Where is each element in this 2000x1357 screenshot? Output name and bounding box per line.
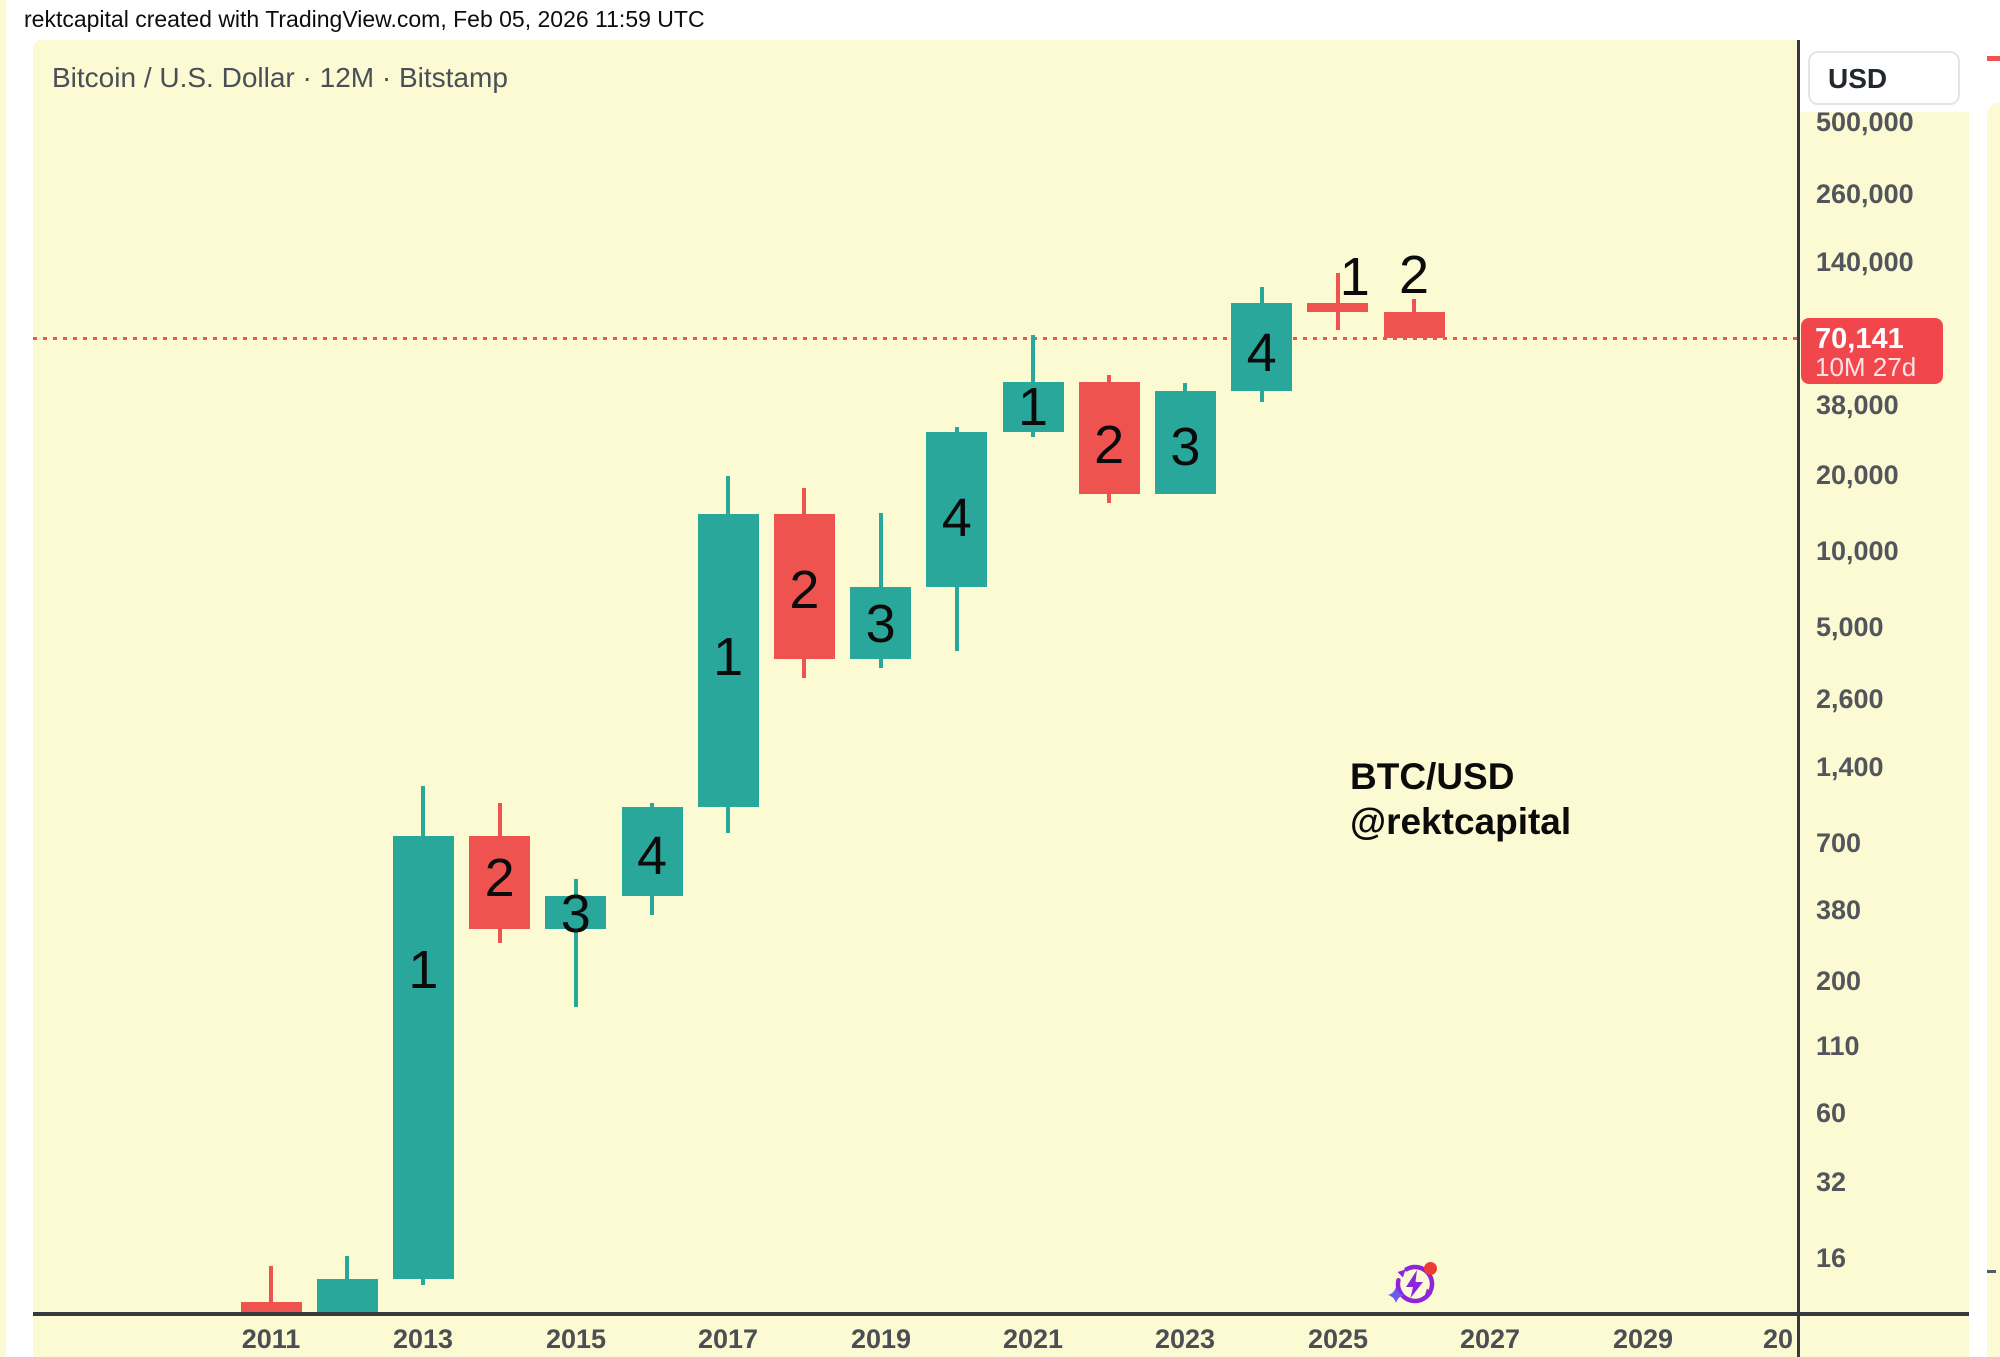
- cycle-year-label-2021: 1: [1017, 377, 1049, 437]
- candle-body-2022: [1078, 382, 1140, 494]
- bar-countdown: 10M 27d: [1815, 352, 1917, 382]
- red-dot: [1424, 1262, 1437, 1275]
- lightning-bolt-icon: [1406, 1270, 1423, 1298]
- candle-body-2019: [850, 587, 912, 660]
- right-sliver-red-line: [1987, 56, 2000, 61]
- currency-toggle-button[interactable]: USD: [1808, 51, 1960, 105]
- candle-body-2014: [469, 836, 531, 930]
- time-tick-2011: 2011: [241, 1324, 301, 1354]
- right-edge-panel-sliver: [1987, 103, 2000, 1357]
- cycle-year-label-2025: 1: [1339, 247, 1370, 307]
- candle-body-2023: [1154, 391, 1216, 494]
- cycle-year-label-2020: 4: [941, 488, 972, 548]
- time-tick-2029: 2029: [1612, 1324, 1674, 1354]
- candle-body-2011: [240, 1302, 302, 1312]
- last-price-badge: 70,141 10M 27d: [1801, 318, 1943, 384]
- watermark: BTC/USD @rektcapital: [1350, 754, 1571, 844]
- price-tick-380: 380: [1816, 895, 1862, 925]
- price-tick-38000: 38,000: [1816, 390, 1899, 420]
- header-bar: rektcapital created with TradingView.com…: [6, 0, 1969, 40]
- last-price-value: 70,141: [1815, 323, 1904, 355]
- cycle-year-label-2022: 2: [1094, 415, 1125, 475]
- candle-body-2025: [1307, 303, 1369, 313]
- right-sliver-dash: [1987, 1270, 1996, 1273]
- time-axis-line-right: [1800, 1312, 1969, 1316]
- cycle-year-label-2019: 3: [865, 594, 896, 654]
- candle-wick-2025: [1335, 273, 1340, 331]
- price-tick-32: 32: [1816, 1167, 1847, 1197]
- candle-body-2024: [1231, 303, 1293, 392]
- price-tick-110: 110: [1816, 1031, 1860, 1061]
- sparkle-icon: [1388, 1287, 1404, 1303]
- time-axis[interactable]: 2011 2013 2015 2017 2019 2021 2023 2025 2027 2029…: [33, 1312, 1797, 1357]
- cycle-year-label-2018: 2: [789, 560, 820, 620]
- attribution-text: rektcapital created with TradingView.com…: [24, 6, 705, 32]
- price-tick-260000: 260,000: [1816, 179, 1914, 209]
- rektcapital-logo-icon: [1388, 1262, 1437, 1304]
- price-tick-16: 16: [1816, 1243, 1847, 1273]
- price-axis[interactable]: USD 70,141 10M 27d 500,000 260,000 140,000…: [1797, 40, 1972, 1357]
- price-tick-500000: 500,000: [1816, 107, 1914, 137]
- price-tick-700: 700: [1816, 828, 1862, 858]
- cycle-year-label-2017: 1: [713, 627, 744, 687]
- cycle-year-label-2015: 3: [560, 884, 591, 944]
- time-tick-2021: 2021: [1002, 1324, 1064, 1354]
- time-tick-2023: 2023: [1154, 1324, 1216, 1354]
- price-tick-5000: 5,000: [1816, 612, 1884, 642]
- time-tick-2015: 2015: [545, 1324, 607, 1354]
- time-tick-2017: 2017: [697, 1324, 759, 1354]
- time-tick-20: 20: [1762, 1324, 1794, 1354]
- candle-wick-2011: [269, 1265, 273, 1312]
- candle-body-2026: [1383, 312, 1445, 338]
- watermark-handle: @rektcapital: [1350, 801, 1572, 842]
- cycle-year-label-2014: 2: [484, 848, 515, 908]
- last-price-dotted-line: [33, 337, 1797, 340]
- cycle-year-label-2024: 4: [1246, 323, 1277, 383]
- time-tick-2019: 2019: [850, 1324, 912, 1354]
- cycle-year-label-2013: 1: [408, 940, 439, 1000]
- time-tick-2013: 2013: [392, 1324, 454, 1354]
- cycle-year-label-2023: 3: [1170, 417, 1201, 477]
- price-tick-2600: 2,600: [1816, 684, 1884, 714]
- candle-wick-2015: [573, 878, 578, 1008]
- candle-body-2017: [697, 513, 759, 807]
- price-tick-10000: 10,000: [1816, 536, 1899, 566]
- price-tick-140000: 140,000: [1816, 247, 1914, 277]
- candle-body-2012: [316, 1279, 378, 1312]
- cycle-year-label-2016: 4: [636, 826, 668, 886]
- candle-body-2018: [773, 513, 835, 660]
- candle-body-2013: [392, 836, 454, 1280]
- price-tick-20000: 20,000: [1816, 460, 1899, 490]
- watermark-symbol: BTC/USD: [1350, 756, 1515, 797]
- time-tick-2027: 2027: [1459, 1324, 1521, 1354]
- price-tick-200: 200: [1816, 966, 1862, 996]
- candle-body-2020: [926, 432, 988, 588]
- left-edge-panel-sliver: [0, 0, 6, 1357]
- candle-body-2016: [621, 806, 683, 896]
- cycle-year-label-2026: 2: [1398, 245, 1430, 305]
- right-edge-gap: [1969, 0, 1987, 1357]
- price-tick-60: 60: [1816, 1098, 1847, 1128]
- time-tick-2025: 2025: [1307, 1324, 1369, 1354]
- symbol-title: Bitcoin / U.S. Dollar · 12M · Bitstamp: [52, 62, 508, 93]
- price-tick-1400: 1,400: [1816, 752, 1884, 782]
- candle-body-2015: [545, 895, 607, 930]
- chart-panel: [33, 40, 1969, 1357]
- candle-body-2021: [1002, 382, 1064, 433]
